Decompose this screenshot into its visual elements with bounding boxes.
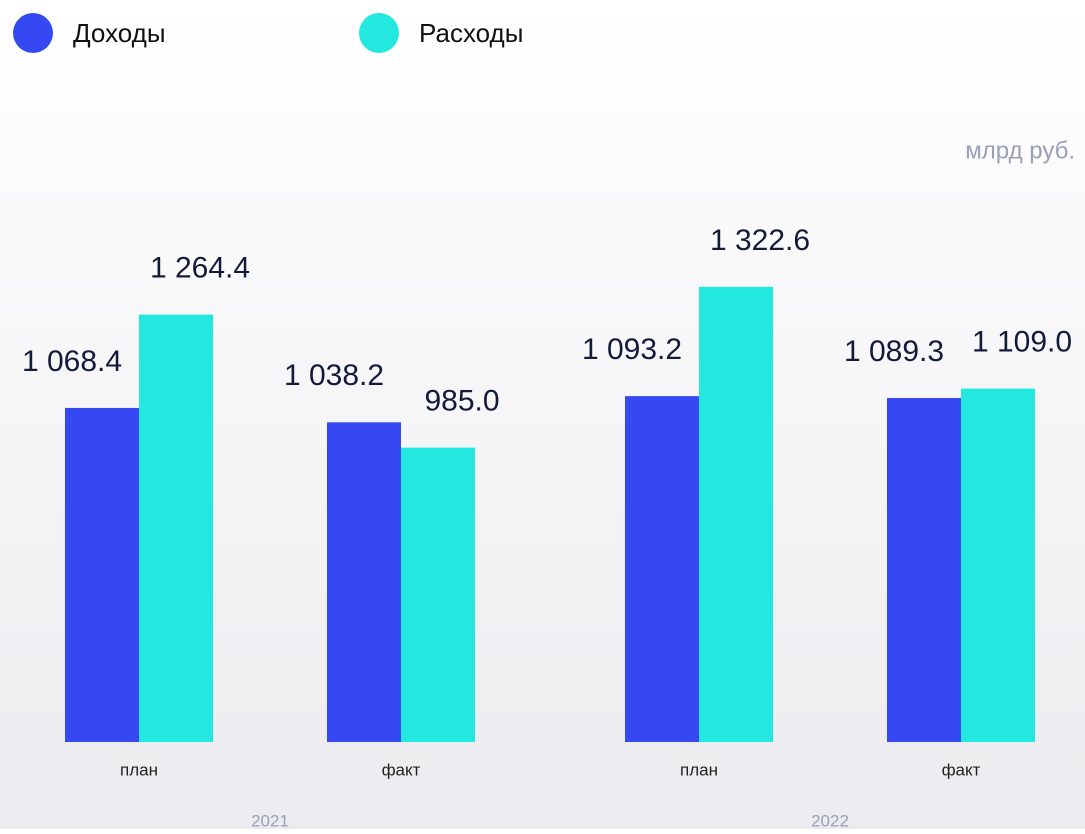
legend-label: Расходы [419, 18, 523, 48]
bar [625, 396, 699, 742]
legend-label: Доходы [73, 18, 166, 48]
bar [961, 388, 1035, 742]
legend-swatch [359, 13, 399, 53]
value-label: 1 109.0 [972, 326, 1072, 359]
x-tick-label: план [680, 760, 718, 779]
bar [401, 447, 475, 742]
x-tick-label: факт [942, 760, 981, 779]
value-label: 1 264.4 [150, 252, 250, 285]
bar [699, 286, 773, 742]
value-label: 1 089.3 [844, 335, 944, 368]
x-tick-label: факт [382, 760, 421, 779]
group-label: 2022 [811, 811, 849, 829]
bar [139, 314, 213, 742]
x-tick-label: план [120, 760, 158, 779]
bar [327, 422, 401, 742]
legend-swatch [13, 13, 53, 53]
value-label: 1 038.2 [284, 359, 384, 392]
value-label: 1 093.2 [582, 333, 682, 366]
value-label: 1 322.6 [710, 224, 810, 257]
group-label: 2021 [251, 811, 289, 829]
value-label: 1 068.4 [22, 345, 122, 378]
bar [65, 407, 139, 742]
bar [887, 397, 961, 742]
value-label: 985.0 [424, 385, 499, 418]
unit-label: млрд руб. [965, 137, 1075, 164]
